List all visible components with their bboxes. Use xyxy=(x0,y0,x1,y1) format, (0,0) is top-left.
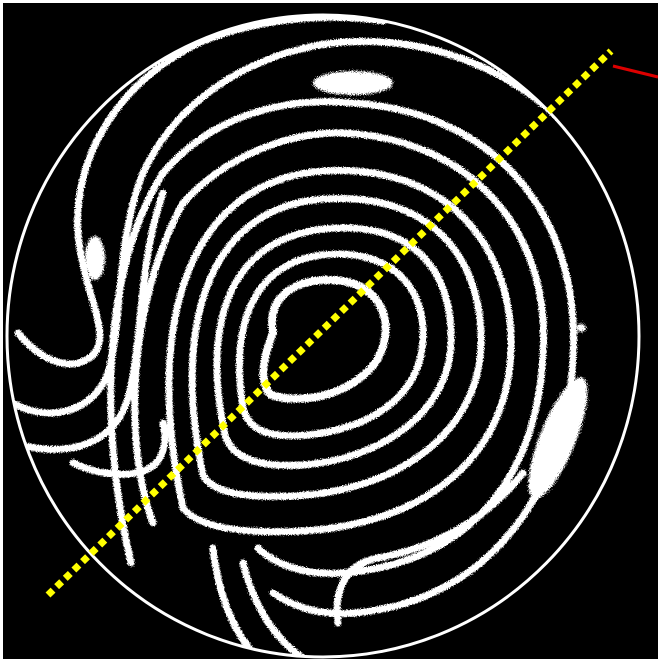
speckle-blob-left xyxy=(85,236,105,280)
red-marker xyxy=(612,64,658,79)
interferogram-plate xyxy=(3,3,658,659)
fringe-12 xyxy=(239,559,307,656)
fringe-3 xyxy=(213,224,455,469)
fringe-1 xyxy=(259,275,390,403)
speckle-blob-right-small xyxy=(576,324,586,332)
fringe-pattern xyxy=(3,3,658,659)
speckle-blob-top xyxy=(313,71,393,95)
fringe-5 xyxy=(165,167,515,536)
fringe-8 xyxy=(9,37,587,417)
measurement-line xyxy=(45,48,614,598)
fringe-13 xyxy=(333,469,527,627)
fringe-14 xyxy=(69,419,169,478)
aperture-ring xyxy=(5,13,641,659)
fringe-9 xyxy=(9,189,167,453)
speckle-blob-right xyxy=(528,377,588,499)
fringe-2 xyxy=(235,250,427,440)
fringe-4 xyxy=(188,194,485,500)
fringe-10 xyxy=(14,16,387,368)
